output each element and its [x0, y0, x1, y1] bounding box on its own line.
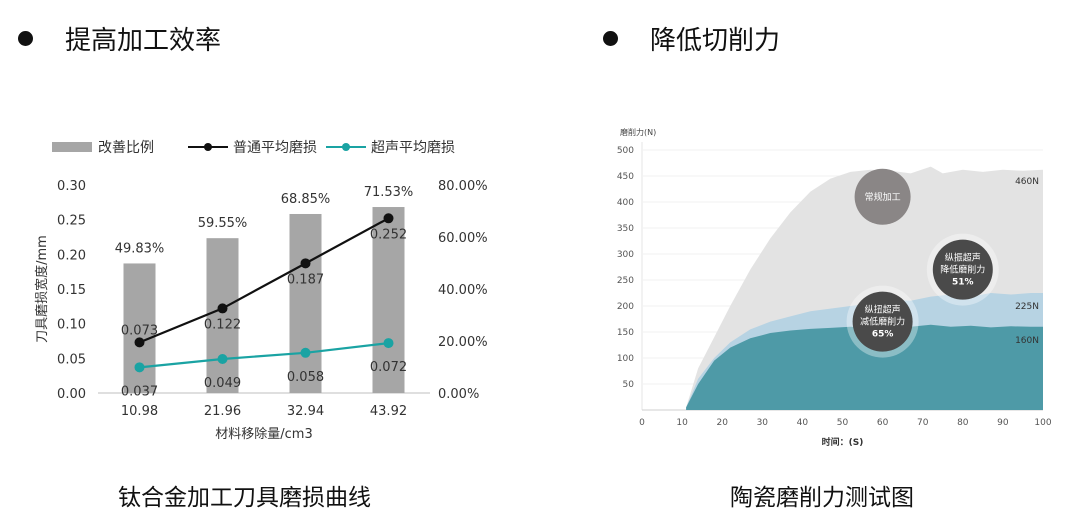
line-data-label: 0.122	[204, 317, 241, 332]
bubble-text: 降低磨削力	[940, 264, 985, 276]
legend-normal-marker	[204, 143, 212, 151]
line-marker	[134, 362, 145, 373]
y-tick-label: 150	[617, 328, 634, 338]
caption-tool-wear: 钛合金加工刀具磨损曲线	[118, 485, 371, 511]
y-tick-label: 0.00	[57, 387, 86, 402]
x-axis-title: 材料移除量/cm3	[215, 427, 312, 442]
legend-bar-label: 改善比例	[98, 140, 154, 156]
bar	[372, 207, 405, 393]
heading-efficiency-text: 提高加工效率	[65, 26, 222, 56]
line-marker	[383, 338, 394, 349]
x-tick-label: 100	[1034, 418, 1051, 428]
y-tick-label: 0.15	[57, 283, 86, 298]
end-value-label: 460N	[1015, 177, 1039, 187]
bullet-icon	[18, 31, 33, 46]
y-tick-label: 350	[617, 224, 634, 234]
legend-ultra-marker	[342, 143, 350, 151]
y-tick-label: 0.20	[57, 248, 86, 263]
y-tick-label: 450	[617, 172, 634, 182]
end-value-label: 160N	[1015, 336, 1039, 346]
x-tick-label: 21.96	[204, 404, 241, 419]
line-data-label: 0.049	[204, 376, 241, 391]
y-tick-label: 200	[617, 302, 634, 312]
chart-background	[30, 128, 495, 454]
grinding-force-chart: 磨削力(N) 50 100 150 200 250 300 350 400 450 500 0 10 20…	[617, 127, 1052, 448]
y-tick-label: 500	[617, 146, 634, 156]
x-axis-title: 时间：(S)	[822, 436, 864, 448]
bullet-icon	[603, 31, 618, 46]
y-tick-label: 400	[617, 198, 634, 208]
annotation-bubble	[852, 291, 913, 352]
y-tick-label: 50	[623, 380, 635, 390]
line-data-label: 0.037	[121, 384, 158, 399]
legend-normal-label: 普通平均磨损	[233, 140, 317, 156]
bar-data-label: 59.55%	[198, 216, 248, 231]
bar-data-label: 49.83%	[115, 241, 165, 256]
line-data-label: 0.072	[370, 360, 407, 375]
y-tick-label: 0.25	[57, 214, 86, 229]
y2-tick-label: 80.00%	[438, 179, 488, 194]
line-marker	[383, 213, 394, 224]
y2-tick-label: 20.00%	[438, 335, 488, 350]
x-tick-label: 0	[639, 418, 645, 428]
x-tick-label: 50	[837, 418, 849, 428]
line-marker	[217, 303, 228, 314]
bubble-text: 65%	[872, 330, 894, 340]
y-tick-label: 100	[617, 354, 634, 364]
line-marker	[300, 258, 311, 269]
y-axis-title: 刀具磨损宽度/mm	[34, 235, 50, 343]
x-tick-label: 40	[797, 418, 809, 428]
bar-data-label: 71.53%	[364, 185, 414, 200]
legend-bar-swatch	[52, 142, 92, 152]
line-data-label: 0.252	[370, 227, 407, 242]
annotation-bubble	[854, 168, 911, 225]
bubble-text: 纵振超声	[945, 252, 981, 264]
caption-grinding-force: 陶瓷磨削力测试图	[730, 485, 914, 511]
y2-tick-label: 40.00%	[438, 283, 488, 298]
x-tick-label: 30	[757, 418, 769, 428]
y-tick-label: 0.10	[57, 318, 86, 333]
bubble-text: 纵扭超声	[865, 304, 901, 316]
line-data-label: 0.058	[287, 370, 324, 385]
x-tick-label: 32.94	[287, 404, 324, 419]
x-tick-label: 80	[957, 418, 969, 428]
end-value-label: 225N	[1015, 302, 1039, 312]
bubble-text: 51%	[952, 278, 974, 288]
heading-cutting-force-text: 降低切削力	[650, 26, 781, 56]
line-data-label: 0.073	[121, 323, 158, 338]
annotation-bubble	[932, 239, 993, 300]
heading-efficiency: 提高加工效率	[18, 20, 221, 57]
x-tick-label: 20	[716, 418, 728, 428]
x-tick-label: 10	[676, 418, 688, 428]
y-tick-label: 300	[617, 250, 634, 260]
tool-wear-chart: 改善比例 普通平均磨损 超声平均磨损 0.00 0.05 0.10 0.15 0.20 0.25…	[30, 128, 495, 454]
bar	[289, 213, 322, 393]
y-tick-label: 0.30	[57, 179, 86, 194]
area-torsional	[686, 324, 1043, 410]
x-tick-label: 43.92	[370, 404, 407, 419]
x-tick-label: 60	[877, 418, 889, 428]
bubble-text: 常规加工	[865, 191, 901, 203]
bar	[206, 238, 239, 393]
heading-cutting-force: 降低切削力	[603, 20, 780, 57]
line-marker	[134, 337, 145, 348]
bubble-text: 减低磨削力	[860, 316, 905, 328]
y2-tick-label: 0.00%	[438, 387, 479, 402]
y2-tick-label: 60.00%	[438, 231, 488, 246]
line-marker	[217, 354, 228, 365]
y-tick-label: 250	[617, 276, 634, 286]
line-data-label: 0.187	[287, 272, 324, 287]
x-tick-label: 90	[997, 418, 1009, 428]
ultrasonic-wear-line	[139, 341, 389, 369]
y-tick-label: 0.05	[57, 352, 86, 367]
legend-ultra-label: 超声平均磨损	[371, 140, 455, 156]
x-tick-label: 70	[917, 418, 929, 428]
line-marker	[300, 347, 311, 358]
bar-data-label: 68.85%	[281, 192, 331, 207]
normal-wear-line	[139, 217, 390, 344]
y-axis-title: 磨削力(N)	[620, 127, 656, 137]
x-tick-label: 10.98	[121, 404, 158, 419]
